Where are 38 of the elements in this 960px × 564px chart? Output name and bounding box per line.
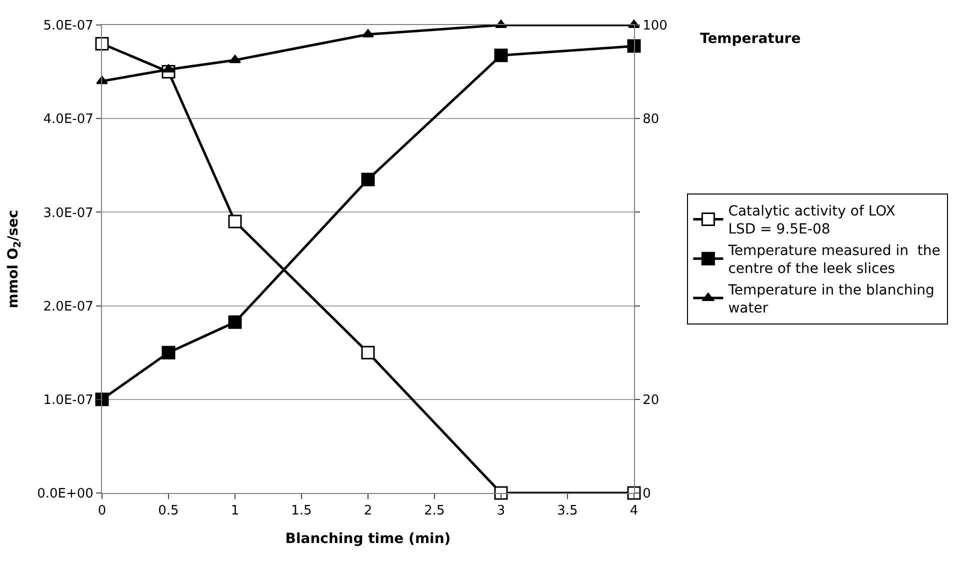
- point: [494, 48, 508, 62]
- point: [95, 36, 109, 50]
- y2-tick-label: 0: [642, 486, 651, 502]
- y2-tick-label: 80: [642, 112, 660, 128]
- point: [361, 172, 375, 186]
- y-tick-label: 5.0E-07: [43, 18, 94, 34]
- y2-tick-label: 20: [642, 392, 660, 408]
- y-tick-label: 1.0E-07: [43, 392, 94, 408]
- y-tick-label: 3.0E-07: [43, 206, 94, 221]
- x-tick-label: 1.5: [291, 504, 312, 519]
- y-tick-label: 0.0E+00: [37, 486, 94, 502]
- x-tick-label: 1: [230, 504, 240, 519]
- x-tick-label: 2.5: [424, 504, 445, 519]
- point: [627, 486, 641, 500]
- point: [229, 54, 241, 64]
- x-tick-label: 3.5: [557, 504, 578, 519]
- legend-label: Catalytic activity of LOX LSD = 9.5E-08: [728, 204, 896, 238]
- point: [228, 214, 242, 228]
- y2-tick-label: 100: [642, 18, 668, 34]
- point: [627, 39, 641, 53]
- point: [162, 64, 174, 72]
- point: [228, 315, 242, 329]
- x-tick-label: 0.5: [158, 504, 179, 519]
- y-tick-label: 4.0E-07: [43, 112, 94, 128]
- x-axis-title: Blanching time (min): [285, 530, 451, 547]
- x-tick-label: 4: [630, 504, 638, 519]
- y2-axis-title: Temperature: [700, 31, 801, 47]
- point: [494, 486, 508, 500]
- y-tick-label: 2.0E-07: [43, 299, 94, 314]
- point: [362, 29, 374, 38]
- x-tick-label: 0: [98, 504, 106, 519]
- legend-label: Temperature in the blanching water: [727, 282, 934, 317]
- point: [361, 346, 375, 360]
- x-tick-label: 3: [496, 504, 506, 519]
- point: [162, 346, 176, 360]
- point: [95, 392, 109, 406]
- legend-label: Temperature measured in the centre of the leek slices: [727, 242, 940, 278]
- x-tick-label: 2: [364, 504, 372, 519]
